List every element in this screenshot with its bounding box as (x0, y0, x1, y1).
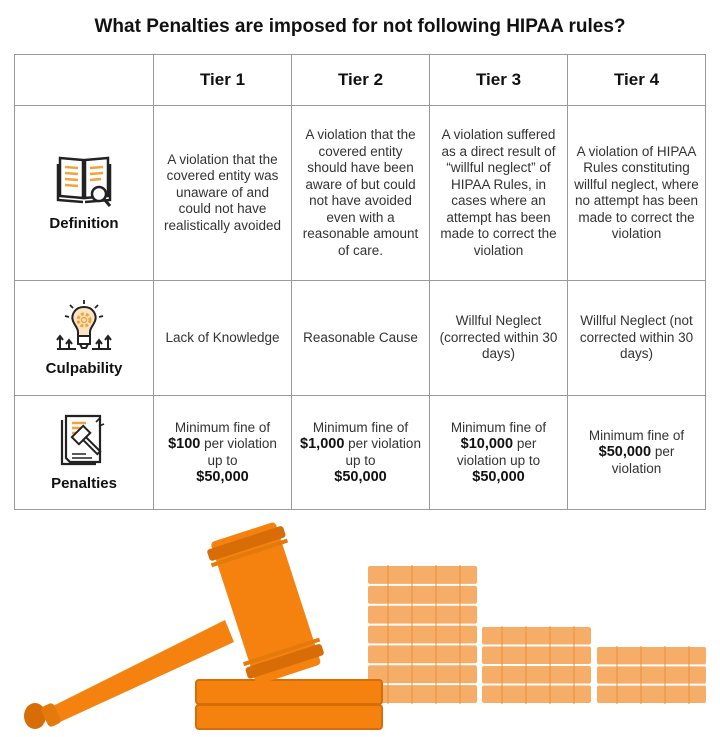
fine-text: per violation up to (456, 436, 541, 468)
maximum-fine: $50,000 (334, 469, 387, 485)
column-header: Tier 1 (153, 54, 292, 106)
minimum-fine: $1,000 (300, 436, 345, 452)
coin-row (368, 645, 477, 664)
column-header: Tier 2 (291, 54, 430, 106)
fine-text: per violation (611, 444, 675, 476)
coin-row (482, 685, 591, 703)
coin-row (368, 566, 477, 584)
table-cell: Willful Neglect (not corrected within 30… (567, 280, 706, 396)
penalties-row: Penalties Minimum fine of $100 per violat… (14, 395, 706, 510)
definition-row: Definition A violation that the covered … (14, 105, 706, 281)
minimum-fine: $10,000 (460, 436, 514, 452)
lightbulb-gear-icon (56, 299, 112, 350)
coin-row (368, 685, 477, 703)
coin-row (597, 685, 706, 703)
corner-cell (14, 54, 154, 106)
coin-row (368, 665, 477, 684)
fine-text: Minimum fine of (588, 427, 685, 443)
table-cell: A violation that the covered entity was … (153, 105, 292, 281)
fine-text: Minimum fine of (450, 419, 547, 435)
header-row: Tier 1 Tier 2 Tier 3 Tier 4 (14, 54, 706, 106)
table-cell: Minimum fine of $100 per violation up to $… (153, 395, 292, 510)
row-header: Penalties (14, 395, 154, 510)
table-cell: A violation suffered as a direct result … (429, 105, 568, 281)
minimum-fine: $100 (168, 436, 201, 452)
illustration (24, 522, 706, 730)
fine-text: per violation up to (204, 436, 277, 468)
row-label: Culpability (45, 359, 123, 377)
column-header: Tier 3 (429, 54, 568, 106)
culpability-row: Culpability Lack of Knowledge Reasonable… (14, 280, 706, 396)
coin-row (597, 647, 706, 665)
coin-stacks-icon (368, 565, 706, 704)
row-header: Culpability (14, 280, 154, 396)
document-gavel-icon (60, 415, 105, 466)
fine-text: Minimum fine of (174, 419, 271, 435)
table-cell: Minimum fine of $1,000 per violation up t… (291, 395, 430, 510)
gavel-icon (24, 522, 383, 730)
coin-row (482, 666, 591, 684)
page-title: What Penalties are imposed for not follo… (94, 16, 626, 37)
column-header: Tier 4 (567, 54, 706, 106)
table-cell: A violation that the covered entity shou… (291, 105, 430, 281)
fine-text: Minimum fine of (312, 419, 409, 435)
penalty-table: Tier 1 Tier 2 Tier 3 Tier 4 Definition A… (14, 54, 706, 510)
maximum-fine: $50,000 (196, 469, 249, 485)
coin-row (482, 646, 591, 664)
coin-row (368, 605, 477, 624)
coin-row (597, 666, 706, 684)
coin-row (482, 627, 591, 645)
row-label: Penalties (51, 475, 117, 493)
table-cell: Minimum fine of $50,000 per violation (567, 395, 706, 510)
fine-text: per violation up to (345, 436, 421, 468)
table-cell: Minimum fine of $10,000 per violation up … (429, 395, 568, 510)
row-header: Definition (14, 105, 154, 281)
table-cell: A violation of HIPAA Rules constituting … (567, 105, 706, 281)
table-cell: Willful Neglect (corrected within 30 day… (429, 280, 568, 396)
minimum-fine: $50,000 (598, 444, 652, 461)
table-cell: Lack of Knowledge (153, 280, 292, 396)
maximum-fine: $50,000 (472, 469, 525, 485)
coin-row (368, 625, 477, 644)
table-cell: Reasonable Cause (291, 280, 430, 396)
coin-row (368, 585, 477, 604)
book-search-icon (56, 156, 112, 207)
row-label: Definition (49, 214, 119, 232)
